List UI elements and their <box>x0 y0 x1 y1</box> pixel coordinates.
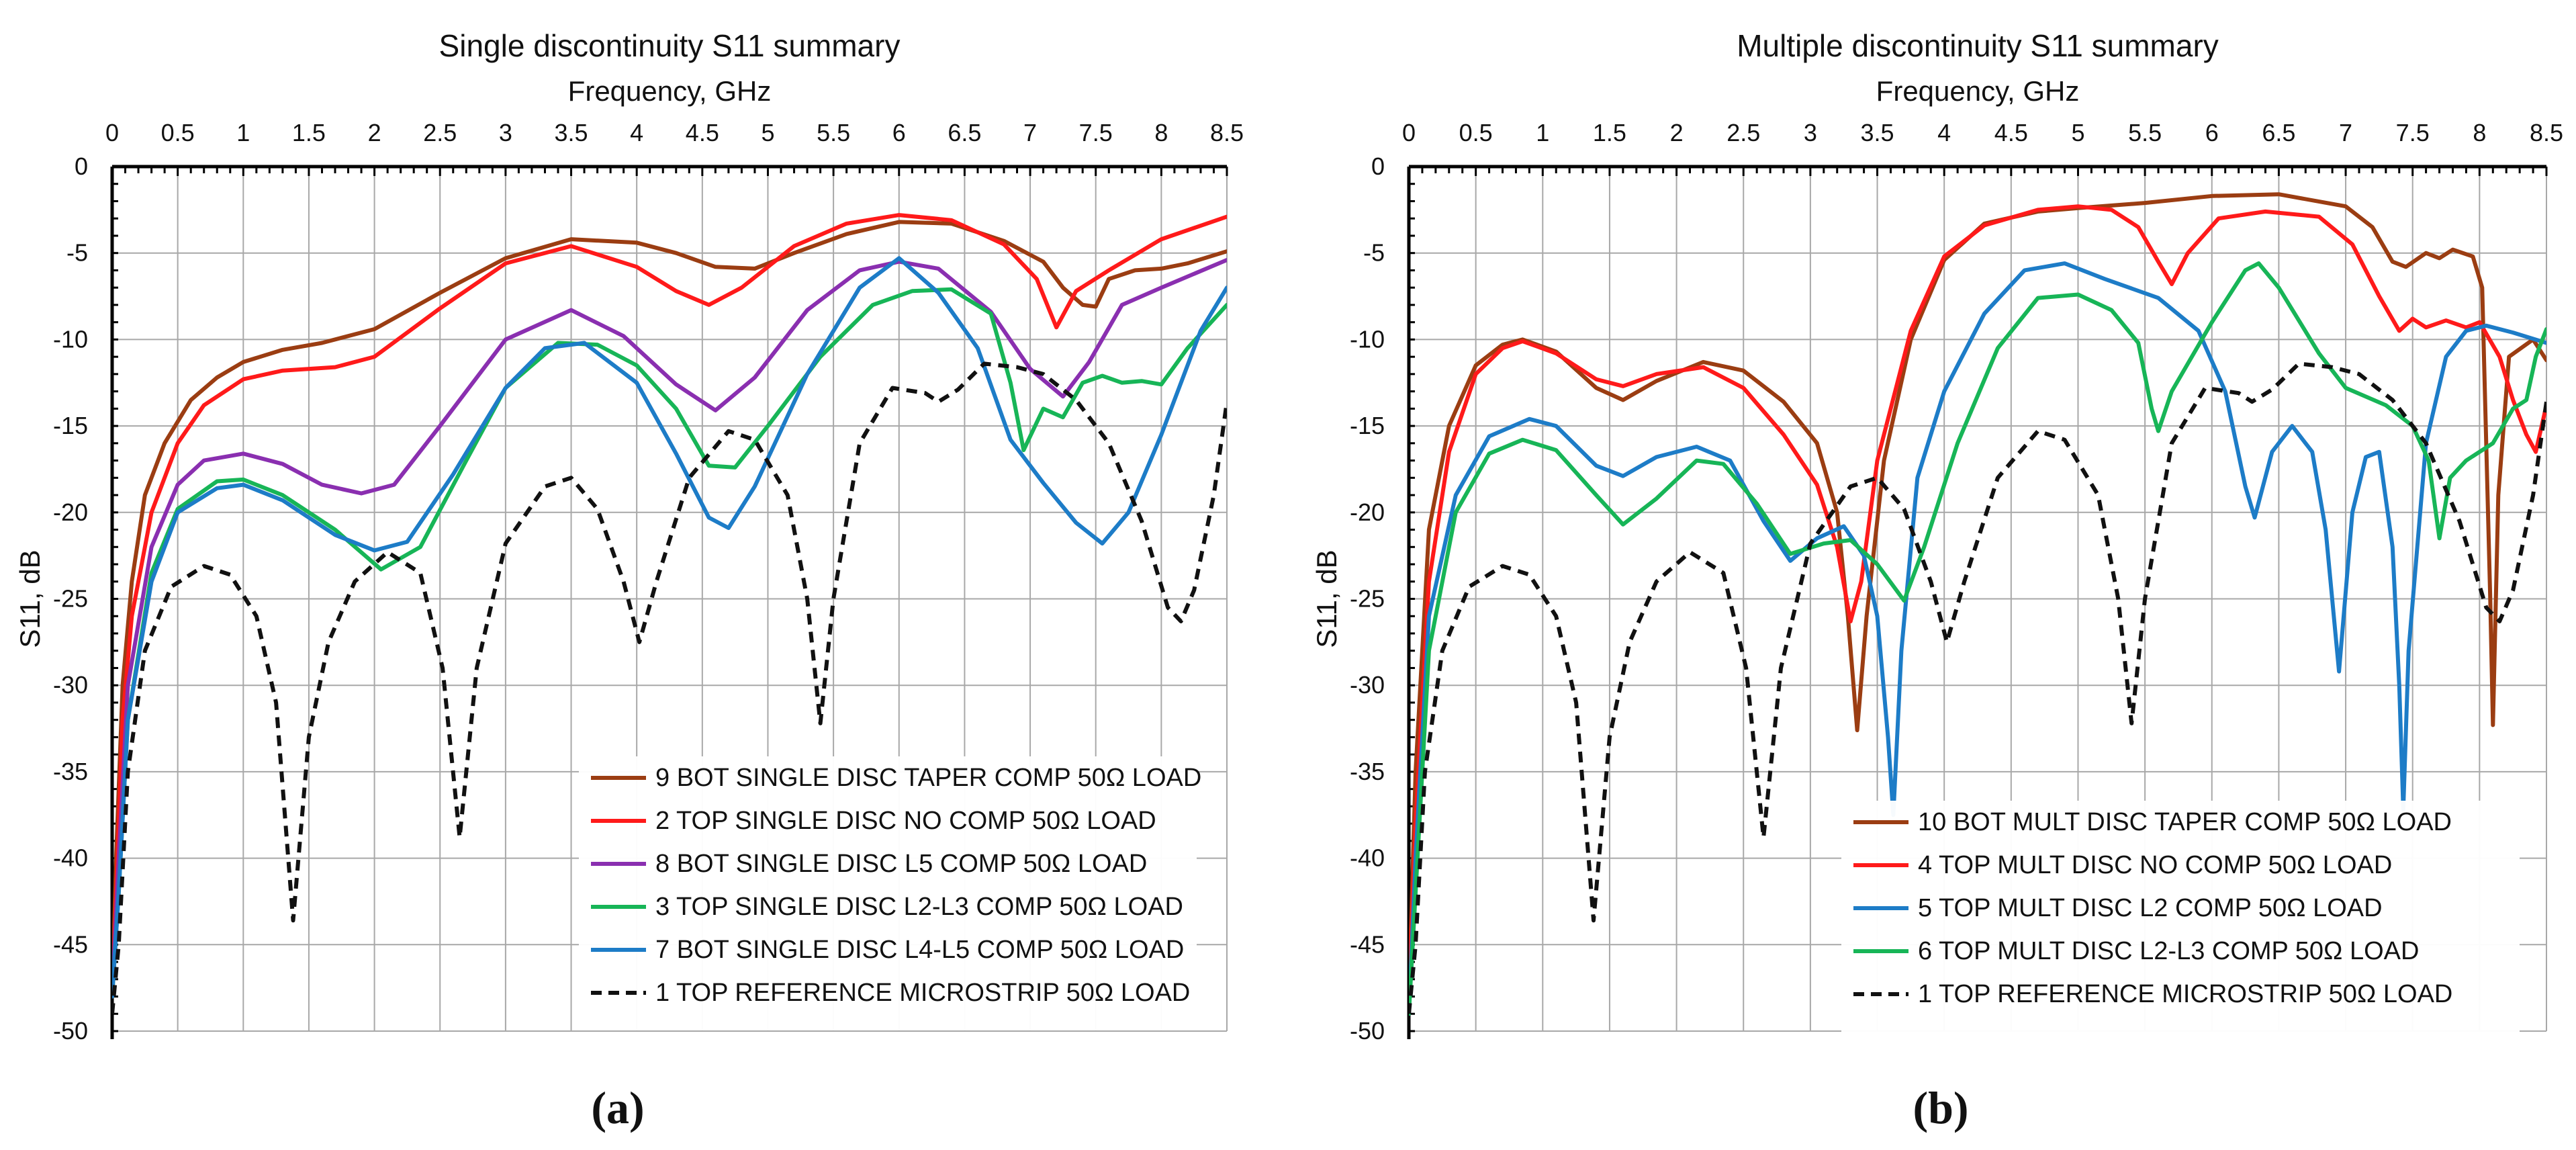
y-tick-label: -20 <box>53 498 88 526</box>
x-tick-label: 7.5 <box>2396 119 2430 146</box>
y-tick-label: -10 <box>53 325 88 353</box>
y-tick-label: -15 <box>53 412 88 439</box>
legend-label: 4 TOP MULT DISC NO COMP 50Ω LOAD <box>1918 851 2392 879</box>
x-tick-label: 2.5 <box>423 119 457 146</box>
x-tick-label: 7 <box>1023 119 1037 146</box>
y-tick-label: -30 <box>1350 671 1385 699</box>
series-line <box>1409 204 2546 999</box>
x-minor-ticks <box>111 167 1228 176</box>
x-tick-label: 3.5 <box>1861 119 1894 146</box>
legend-label: 1 TOP REFERENCE MICROSTRIP 50Ω LOAD <box>1918 980 2452 1008</box>
y-tick-label: -35 <box>53 758 88 785</box>
x-tick-label: 0.5 <box>1459 119 1493 146</box>
legend-label: 2 TOP SINGLE DISC NO COMP 50Ω LOAD <box>655 807 1156 835</box>
x-tick-label: 3 <box>1804 119 1817 146</box>
series-line <box>112 361 1227 1014</box>
x-tick-label: 8.5 <box>1210 119 1244 146</box>
legend-box <box>1841 801 2520 1032</box>
legend-label: 3 TOP SINGLE DISC L2-L3 COMP 50Ω LOAD <box>655 893 1183 921</box>
x-tick-label: 6 <box>892 119 906 146</box>
x-tick-label: 8.5 <box>2530 119 2563 146</box>
legend-label: 6 TOP MULT DISC L2-L3 COMP 50Ω LOAD <box>1918 937 2419 965</box>
x-tick-label: 5.5 <box>2128 119 2162 146</box>
legend-label: 10 BOT MULT DISC TAPER COMP 50Ω LOAD <box>1918 808 2452 836</box>
y-tick-label: -30 <box>53 671 88 699</box>
x-tick-label: 2 <box>1670 119 1684 146</box>
y-tick-label: -50 <box>53 1017 88 1045</box>
series-lines <box>1409 192 2546 1016</box>
x-tick-label: 6 <box>2205 119 2219 146</box>
series-line <box>112 258 1227 999</box>
y-tick-label: -50 <box>1350 1017 1385 1045</box>
series-line <box>112 256 1227 999</box>
y-tick-label: -45 <box>53 930 88 958</box>
y-tick-label: -25 <box>53 585 88 613</box>
y-tick-label: -20 <box>1350 498 1385 526</box>
x-tick-label: 8 <box>2473 119 2486 146</box>
series-line <box>112 220 1227 999</box>
legend-label: 8 BOT SINGLE DISC L5 COMP 50Ω LOAD <box>655 850 1147 878</box>
x-tick-label: 4.5 <box>686 119 719 146</box>
y-tick-label: -5 <box>66 239 88 267</box>
x-tick-label: 8 <box>1154 119 1168 146</box>
x-tick-label: 0.5 <box>161 119 195 146</box>
chart-panel-b: 0 0.5 1 1.5 2 2.5 3 3.5 4 4.5 5 5.5 6 6.5 7 7.5 8 8.5 0 -5 -… <box>1311 28 2563 1133</box>
x-tick-label: 0 <box>1402 119 1416 146</box>
x-tick-label: 3.5 <box>555 119 588 146</box>
x-tick-label: 6.5 <box>2262 119 2295 146</box>
chart-title: Single discontinuity S11 summary <box>439 28 901 63</box>
y-tick-label: -45 <box>1350 930 1385 958</box>
legend: 10 BOT MULT DISC TAPER COMP 50Ω LOAD 4 TO… <box>1841 801 2520 1032</box>
legend-label: 7 BOT SINGLE DISC L4-L5 COMP 50Ω LOAD <box>655 936 1184 964</box>
x-tick-label: 0 <box>105 119 119 146</box>
y-tick-label: 0 <box>75 152 88 180</box>
x-tick-label: 1.5 <box>292 119 326 146</box>
x-tick-label: 1 <box>1536 119 1549 146</box>
x-minor-ticks <box>1408 167 2548 176</box>
x-tick-label: 7 <box>2339 119 2352 146</box>
series-line <box>112 213 1227 999</box>
x-tick-label: 4.5 <box>1994 119 2028 146</box>
series-line <box>112 287 1227 999</box>
y-tick-label: -5 <box>1363 239 1385 267</box>
x-axis-label: Frequency, GHz <box>1876 75 2080 107</box>
y-tick-label: -35 <box>1350 758 1385 785</box>
x-tick-label: 1.5 <box>1593 119 1626 146</box>
chart-title: Multiple discontinuity S11 summary <box>1737 28 2219 63</box>
y-tick-label: 0 <box>1371 152 1385 180</box>
x-tick-label: 7.5 <box>1079 119 1113 146</box>
x-axis-label: Frequency, GHz <box>568 75 772 107</box>
panel-label: (b) <box>1913 1082 1968 1133</box>
legend-label: 9 BOT SINGLE DISC TAPER COMP 50Ω LOAD <box>655 764 1201 792</box>
y-tick-label: -15 <box>1350 412 1385 439</box>
y-axis-label: S11, dB <box>1311 549 1342 648</box>
x-tick-label: 1 <box>236 119 250 146</box>
y-tick-label: -40 <box>53 844 88 872</box>
x-tick-label: 4 <box>630 119 643 146</box>
series-line <box>1409 261 2546 1016</box>
legend-label: 1 TOP REFERENCE MICROSTRIP 50Ω LOAD <box>655 979 1190 1007</box>
legend-label: 5 TOP MULT DISC L2 COMP 50Ω LOAD <box>1918 894 2383 922</box>
x-tick-label: 3 <box>499 119 512 146</box>
y-tick-label: -25 <box>1350 585 1385 613</box>
x-tick-label: 5.5 <box>817 119 850 146</box>
panel-label: (a) <box>591 1082 644 1133</box>
x-tick-label: 5 <box>2071 119 2084 146</box>
x-tick-label: 2 <box>368 119 381 146</box>
x-tick-label: 2.5 <box>1727 119 1760 146</box>
chart-panel-a: 0 0.5 1 1.5 2 2.5 3 3.5 4 4.5 5 5.5 6 6.5 7 7.5 8 8.5 0 -5 -… <box>14 28 1244 1133</box>
x-tick-label: 6.5 <box>948 119 981 146</box>
y-tick-label: -40 <box>1350 844 1385 872</box>
legend: 9 BOT SINGLE DISC TAPER COMP 50Ω LOAD 2 T… <box>579 756 1201 1030</box>
x-tick-label: 4 <box>1937 119 1951 146</box>
series-line <box>1409 261 2546 1016</box>
series-lines <box>112 213 1227 1014</box>
x-tick-label: 5 <box>761 119 774 146</box>
y-tick-label: -10 <box>1350 325 1385 353</box>
y-axis-label: S11, dB <box>14 549 46 648</box>
series-line <box>1409 361 2546 1014</box>
legend-box <box>579 756 1197 1030</box>
